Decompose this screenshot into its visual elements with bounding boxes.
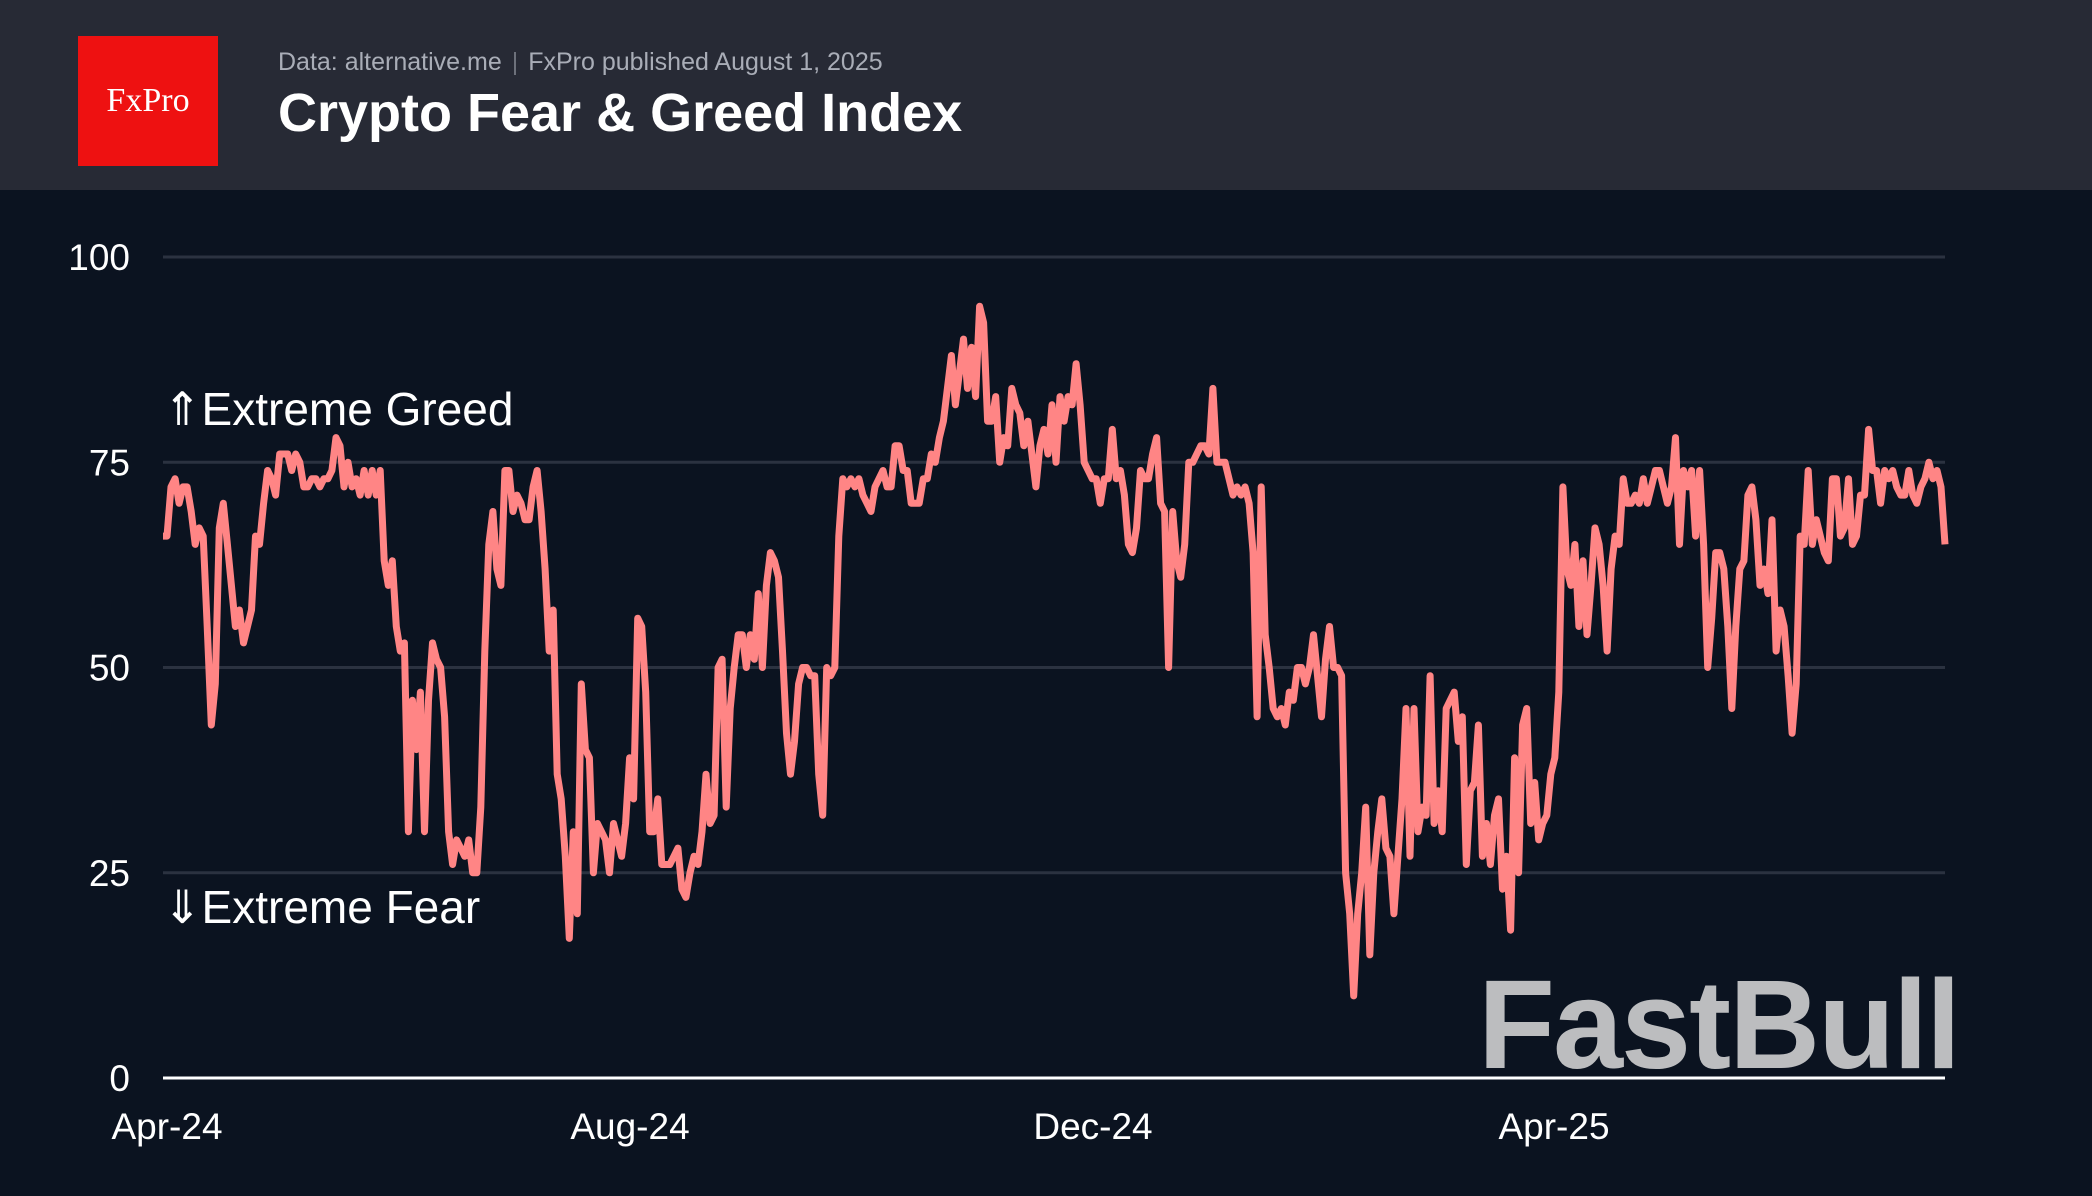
series-line: [163, 302, 1949, 1000]
y-tick-label: 100: [68, 237, 130, 278]
y-tick-label: 50: [89, 648, 130, 689]
y-tick-label: 25: [89, 853, 130, 894]
header-bar: FxPro Data: alternative.me | FxPro publish…: [0, 0, 2092, 190]
extreme-greed-label: ⇑Extreme Greed: [163, 383, 513, 435]
x-tick-label: Dec-24: [1033, 1106, 1152, 1147]
y-tick-label: 75: [89, 442, 130, 483]
y-tick-labels: 0 25 50 75 100: [68, 237, 130, 1099]
subtitle: Data: alternative.me | FxPro published Aug…: [278, 48, 883, 77]
fxpro-logo: FxPro: [78, 36, 218, 166]
fastbull-watermark: FastBull: [1478, 954, 1961, 1095]
chart-title: Crypto Fear & Greed Index: [278, 83, 963, 143]
extreme-fear-label: ⇓Extreme Fear: [163, 881, 480, 933]
x-tick-label: Aug-24: [570, 1106, 689, 1147]
y-tick-label: 0: [109, 1058, 130, 1099]
x-tick-label: Apr-25: [1498, 1106, 1609, 1147]
published-date: FxPro published August 1, 2025: [528, 48, 883, 76]
separator: |: [511, 48, 519, 76]
logo-text: FxPro: [106, 82, 190, 119]
x-tick-label: Apr-24: [111, 1106, 222, 1147]
data-source: Data: alternative.me: [278, 48, 502, 76]
x-tick-labels: Apr-24 Aug-24 Dec-24 Apr-25: [111, 1106, 1609, 1147]
